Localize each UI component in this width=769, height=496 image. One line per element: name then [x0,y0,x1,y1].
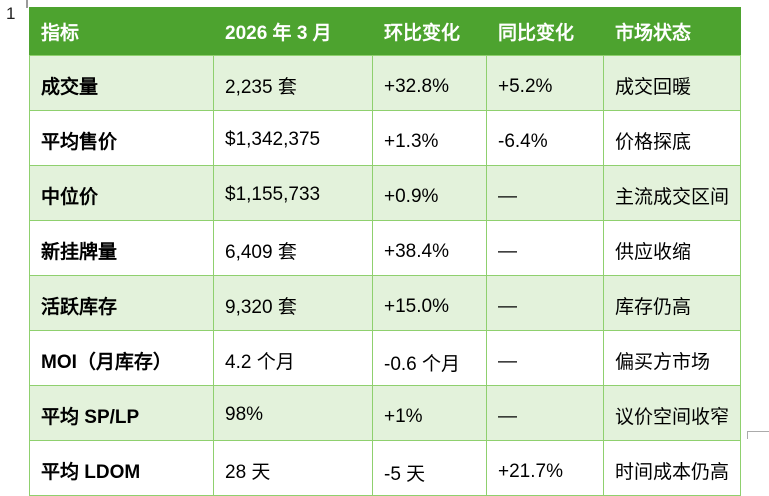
table-row: 平均售价 $1,342,375 +1.3% -6.4% 价格探底 [29,110,741,166]
yoy-cell: — [486,165,604,221]
page: 1 指标 2026 年 3 月 环比变化 同比变化 市场状态 成交量 2,235… [6,0,769,496]
header-cell-status: 市场状态 [603,7,741,56]
value-cell: 6,409 套 [213,220,373,276]
indicator-cell: MOI（月库存） [29,330,214,386]
value-cell: 2,235 套 [213,55,373,111]
header-cell-month: 2026 年 3 月 [213,7,373,56]
mom-cell: +1% [372,385,487,441]
yoy-cell: — [486,275,604,331]
table-row: 成交量 2,235 套 +32.8% +5.2% 成交回暖 [29,55,741,111]
status-cell: 价格探底 [603,110,741,166]
value-cell: 4.2 个月 [213,330,373,386]
mom-cell: +32.8% [372,55,487,111]
table-row: 活跃库存 9,320 套 +15.0% — 库存仍高 [29,275,741,331]
mom-cell: +38.4% [372,220,487,276]
mom-cell: +15.0% [372,275,487,331]
value-cell: $1,155,733 [213,165,373,221]
status-cell: 时间成本仍高 [603,440,741,496]
status-cell: 偏买方市场 [603,330,741,386]
yoy-cell: +5.2% [486,55,604,111]
mom-cell: +0.9% [372,165,487,221]
table-row: 新挂牌量 6,409 套 +38.4% — 供应收缩 [29,220,741,276]
value-cell: 98% [213,385,373,441]
indicator-cell: 平均售价 [29,110,214,166]
indicator-cell: 成交量 [29,55,214,111]
yoy-cell: -6.4% [486,110,604,166]
indicator-cell: 平均 SP/LP [29,385,214,441]
yoy-cell: — [486,330,604,386]
header-cell-indicator: 指标 [29,7,214,56]
header-row: 指标 2026 年 3 月 环比变化 同比变化 市场状态 [29,7,741,56]
market-stats-table: 指标 2026 年 3 月 环比变化 同比变化 市场状态 成交量 2,235 套… [29,7,741,496]
mom-cell: +1.3% [372,110,487,166]
yoy-cell: — [486,385,604,441]
status-cell: 库存仍高 [603,275,741,331]
table-row: 平均 LDOM 28 天 -5 天 +21.7% 时间成本仍高 [29,440,741,496]
mom-cell: -5 天 [372,440,487,496]
status-cell: 供应收缩 [603,220,741,276]
yoy-cell: — [486,220,604,276]
table-row: 中位价 $1,155,733 +0.9% — 主流成交区间 [29,165,741,221]
table-row: 平均 SP/LP 98% +1% — 议价空间收窄 [29,385,741,441]
header-cell-yoy: 同比变化 [486,7,604,56]
indicator-cell: 中位价 [29,165,214,221]
status-cell: 主流成交区间 [603,165,741,221]
header-cell-mom: 环比变化 [372,7,487,56]
value-cell: 28 天 [213,440,373,496]
table-row: MOI（月库存） 4.2 个月 -0.6 个月 — 偏买方市场 [29,330,741,386]
corner-mark [747,431,769,439]
value-cell: $1,342,375 [213,110,373,166]
value-cell: 9,320 套 [213,275,373,331]
indicator-cell: 活跃库存 [29,275,214,331]
indicator-cell: 新挂牌量 [29,220,214,276]
top-tick-mark [26,0,28,8]
yoy-cell: +21.7% [486,440,604,496]
indicator-cell: 平均 LDOM [29,440,214,496]
status-cell: 议价空间收窄 [603,385,741,441]
mom-cell: -0.6 个月 [372,330,487,386]
margin-index-label: 1 [6,4,16,23]
status-cell: 成交回暖 [603,55,741,111]
